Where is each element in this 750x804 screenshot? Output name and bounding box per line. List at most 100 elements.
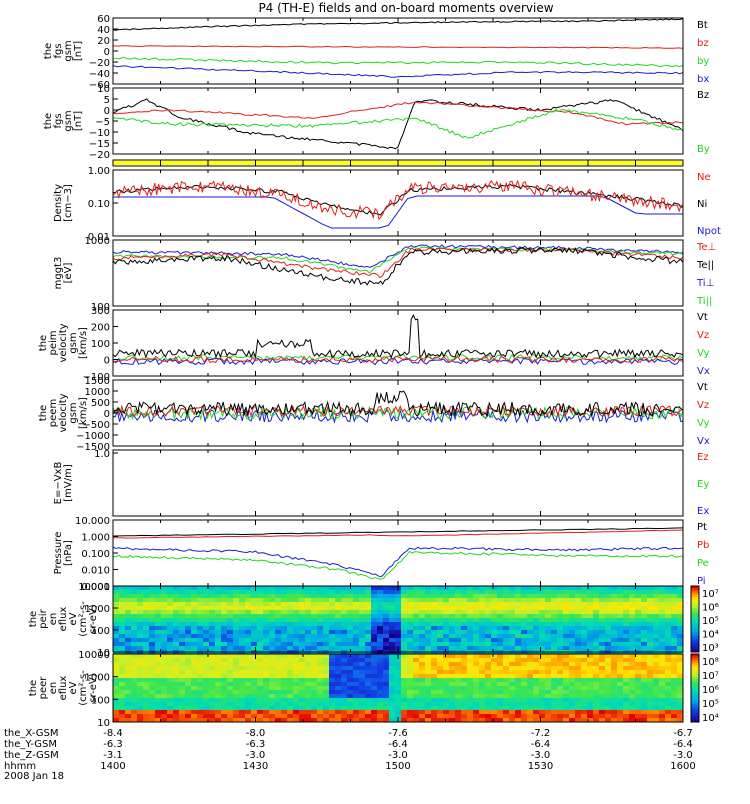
orbit-row-value: -6.3 [246, 739, 266, 750]
orbit-row-value: -3.0 [531, 750, 551, 761]
p2-bz-line [112, 98, 684, 150]
s1-ylabel: the [28, 611, 39, 627]
p2-ytick-label: 0 [104, 106, 110, 117]
p7-legend-Ex: Ex [697, 506, 709, 517]
orbit-row-value: -6.4 [531, 739, 551, 750]
p4-legend-Te⊥: Te⊥ [696, 242, 716, 253]
p6-ytick-label: 0 [104, 409, 110, 420]
p5-vz-line [112, 355, 684, 364]
x-tick-label: 1400 [100, 761, 125, 772]
s1-colorbar-label: 10⁴ [702, 630, 719, 641]
p8-ytick-label: 0.010 [81, 566, 110, 577]
s1-ylabel: peir [38, 608, 49, 628]
p7-frame [112, 449, 684, 517]
s1-ytick-label: 1000 [85, 604, 110, 615]
orbit-row-name: the_Y-GSM [4, 739, 57, 750]
p1-legend-bx: bx [697, 74, 709, 85]
s1-colorbar-label: 10⁶ [702, 603, 719, 614]
p2-ylabel: gsm [63, 110, 74, 131]
p6-legend-Vt: Vt [697, 382, 708, 393]
p1-ytick-label: 20 [97, 36, 110, 47]
s2-colorbar-label: 10⁶ [702, 685, 719, 696]
p3-ytick-label: 0.10 [88, 199, 110, 210]
p2-bx-line [112, 101, 684, 126]
p5-ylabel: the [38, 335, 49, 351]
p4-tipar-line [112, 246, 684, 274]
p5-ylabel: [km/s] [78, 327, 89, 359]
p5-ytick-label: 0 [104, 356, 110, 367]
p2-by-line [112, 108, 684, 139]
p3-legend-Ne: Ne [697, 172, 711, 183]
s2-ylabel: eflux [58, 676, 69, 701]
p1-ytick-label: 60 [97, 14, 110, 25]
p6-vy-line [112, 405, 684, 421]
p2-ytick-label: −10 [89, 128, 110, 139]
p6-ytick-label: −1000 [76, 431, 110, 442]
p2-ytick-label: 5 [104, 95, 110, 106]
p5-legend-Vy: Vy [697, 348, 710, 359]
p6-ytick-label: 1500 [85, 376, 110, 387]
p6-vx-line [112, 408, 684, 424]
p8-legend-Pi: Pi [697, 576, 706, 587]
s1-ytick-label: 10000 [78, 582, 110, 593]
p2-ylabel: fgs [53, 113, 64, 128]
p1-ytick-label: −40 [89, 69, 110, 80]
p4-ytick-label: 100 [91, 302, 110, 313]
p1-ytick-label: 0 [104, 47, 110, 58]
orbit-row-value: -6.7 [673, 728, 693, 739]
s2-colorbar-label: 10⁴ [702, 713, 719, 724]
p2-legend-By: By [697, 144, 710, 155]
s2-colorbar-label: 10⁷ [702, 671, 719, 682]
p4-legend-Ti||: Ti|| [696, 296, 712, 307]
p8-pt-line [112, 527, 684, 537]
p1-ytick-label: −20 [89, 58, 110, 69]
p5-ytick-label: 100 [91, 339, 110, 350]
p1-ytick-label: −60 [89, 80, 110, 91]
s1-ylabel: eV [68, 612, 79, 625]
p8-legend-Pb: Pb [697, 540, 709, 551]
p6-ytick-label: −500 [83, 420, 110, 431]
p2-ylabel: the [43, 113, 54, 129]
s1-colorbar-label: 10⁷ [702, 589, 719, 600]
s1-ylabel: eflux [58, 607, 69, 632]
p8-legend-Pe: Pe [697, 558, 709, 569]
orbit-row-value: -3.0 [673, 750, 693, 761]
x-tick-label: 1600 [670, 761, 695, 772]
p1-ylabel: gsm [63, 40, 74, 61]
p4-ytick-label: 1000 [85, 236, 110, 247]
s2-colorbar-label: 10⁵ [702, 699, 719, 710]
p2-legend-Bz: Bz [697, 90, 709, 101]
p2-ytick-label: −5 [95, 117, 110, 128]
s2-ylabel: peer [38, 676, 49, 700]
p5-legend-Vz: Vz [697, 330, 709, 341]
s2-ylabel: eV [68, 681, 79, 694]
p6-vt-line [112, 390, 684, 418]
s1-ylabel: (cm²-s- [78, 601, 89, 637]
s1-spectrogram [113, 586, 684, 655]
p1-bx-line [112, 64, 684, 78]
orbit-row-name: the_X-GSM [4, 728, 58, 739]
p7-ylabel: E=−VxB [53, 462, 64, 505]
p3-frame [112, 169, 684, 237]
p8-pi-line [112, 546, 684, 578]
p6-ylabel: [km/s] [78, 397, 89, 429]
p1-bz-line [112, 45, 684, 49]
p2-frame [112, 87, 684, 155]
s1-colorbar [691, 586, 699, 653]
x-tick-label: 1530 [528, 761, 553, 772]
p5-ytick-label: 200 [91, 323, 110, 334]
s2-ytick-label: 100 [91, 695, 110, 706]
p5-ytick-label: −100 [83, 372, 110, 383]
orbit-row-value: -3.0 [388, 750, 408, 761]
p8-ytick-label: 0.001 [81, 582, 110, 593]
p1-ylabel: fgs [53, 43, 64, 58]
p8-ylabel: Pressure [53, 532, 64, 575]
p3-legend-Ni: Ni [697, 199, 707, 210]
p4-ylabel: [eV] [63, 263, 74, 284]
p8-pb-line [112, 529, 684, 539]
p5-ylabel: gsm [68, 332, 79, 353]
orbit-row-value: -3.0 [246, 750, 266, 761]
p5-ylabel: peim [48, 330, 59, 355]
p1-frame [112, 17, 684, 85]
